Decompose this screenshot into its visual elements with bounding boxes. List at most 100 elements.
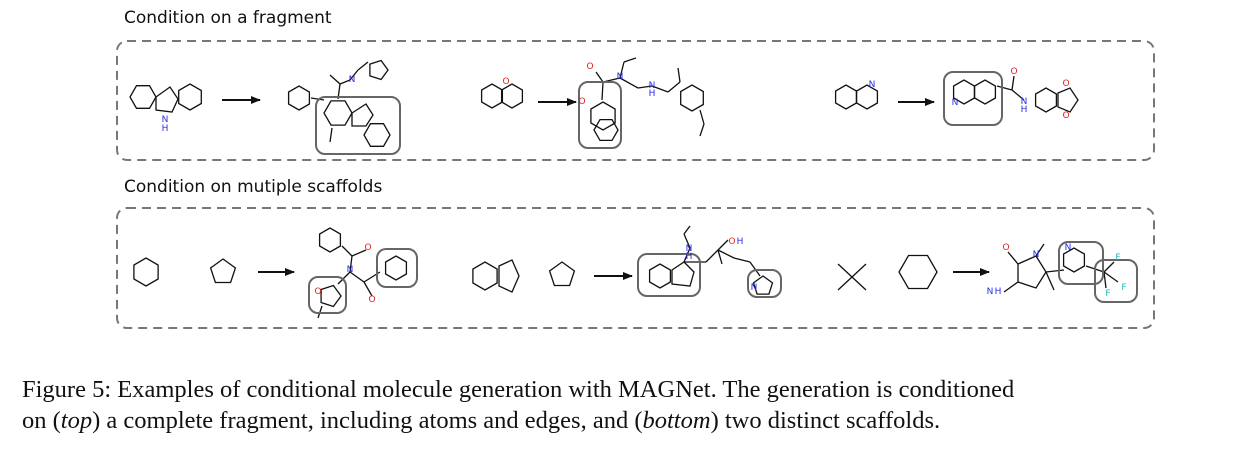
caption-top: top bbox=[60, 407, 93, 434]
bond bbox=[749, 261, 761, 277]
scaffold-highlight bbox=[1058, 241, 1104, 285]
atom-label: H bbox=[995, 287, 1002, 297]
bond bbox=[717, 249, 723, 265]
bond bbox=[1103, 271, 1119, 283]
top-panel-title: Condition on a fragment bbox=[124, 8, 332, 28]
dioxole-ring bbox=[1057, 87, 1079, 113]
cyclohexane-ring bbox=[898, 254, 938, 290]
atom-label: O bbox=[364, 243, 371, 253]
bond bbox=[341, 245, 353, 257]
pyrrole-ring bbox=[752, 275, 774, 295]
dihydropyridinone-ring bbox=[323, 100, 353, 126]
pyrrolidinone-ring bbox=[1017, 255, 1047, 289]
bond bbox=[1103, 271, 1107, 289]
scaffold-highlight bbox=[637, 253, 701, 297]
bond bbox=[329, 127, 333, 143]
atom-label: F bbox=[1105, 289, 1110, 299]
bond bbox=[705, 249, 719, 263]
bond bbox=[619, 77, 639, 89]
bond bbox=[623, 57, 637, 63]
atom-label: H bbox=[737, 237, 744, 247]
atom-label: O bbox=[1002, 243, 1009, 253]
atom-label: H bbox=[649, 89, 656, 99]
caption-text-2b: ) a complete fragment, including atoms a… bbox=[92, 407, 643, 434]
imidazole-ring bbox=[155, 86, 179, 113]
bond bbox=[1011, 89, 1025, 101]
caption-line-2: on (top) a complete fragment, including … bbox=[22, 405, 1234, 436]
atom-label: H bbox=[162, 124, 169, 134]
bond bbox=[1035, 243, 1045, 257]
pyrrole-ring bbox=[369, 59, 389, 81]
bottom-panel-title: Condition on mutiple scaffolds bbox=[124, 177, 383, 197]
benzene-ring bbox=[680, 84, 704, 112]
cyclopentane-ring bbox=[498, 259, 520, 293]
neopentane-bond bbox=[837, 263, 867, 291]
bond bbox=[677, 67, 681, 83]
cyclohexane-ring bbox=[472, 261, 498, 291]
atom-label: N bbox=[1065, 243, 1072, 253]
pyridine-ring bbox=[855, 84, 879, 110]
bond bbox=[349, 255, 353, 273]
atom-label: H bbox=[686, 252, 693, 262]
pyridine-ring bbox=[973, 79, 997, 105]
atom-label: O bbox=[1062, 111, 1069, 121]
piperidine-ring bbox=[178, 83, 202, 111]
benzene-ring bbox=[648, 263, 672, 289]
atom-label: N bbox=[617, 72, 624, 82]
bond bbox=[357, 61, 369, 71]
atom-label: O bbox=[586, 62, 593, 72]
bond bbox=[339, 79, 351, 85]
cyclopentane-ring bbox=[548, 261, 576, 287]
bond bbox=[717, 239, 729, 251]
bond bbox=[1045, 271, 1055, 291]
cyclohexane-ring bbox=[133, 257, 159, 287]
atom-label: O bbox=[728, 237, 735, 247]
bond bbox=[1003, 281, 1019, 293]
bond bbox=[601, 81, 604, 101]
cyclopentane-ring bbox=[209, 258, 237, 284]
caption-label: Figure 5: bbox=[22, 376, 112, 403]
top-panel-frame bbox=[116, 40, 1155, 161]
scaffold-highlight bbox=[943, 71, 1003, 126]
phenyl-ring bbox=[287, 85, 311, 111]
caption-line-1: Figure 5: Examples of conditional molecu… bbox=[22, 374, 1234, 405]
atom-label: O bbox=[314, 287, 321, 297]
bond bbox=[1045, 269, 1065, 273]
atom-label: O bbox=[1010, 67, 1017, 77]
atom-label: N bbox=[952, 98, 959, 108]
bond bbox=[699, 109, 705, 125]
pyran-ring bbox=[500, 83, 524, 109]
scaffold-highlight bbox=[747, 269, 782, 298]
cyclopentane-ring bbox=[671, 261, 695, 287]
bond bbox=[1007, 251, 1019, 265]
phenyl-ring bbox=[384, 255, 408, 281]
atom-label: N bbox=[349, 75, 356, 85]
bond bbox=[717, 249, 735, 259]
atom-label: F bbox=[1121, 283, 1126, 293]
atom-label: N bbox=[1033, 250, 1040, 260]
bond bbox=[337, 271, 351, 285]
atom-label: N bbox=[162, 115, 169, 125]
bond bbox=[996, 85, 1013, 91]
scaffold-highlight bbox=[315, 96, 401, 155]
atom-label: N bbox=[1021, 97, 1028, 107]
scaffold-highlight bbox=[578, 81, 622, 149]
atom-label: N bbox=[686, 244, 693, 254]
bond bbox=[667, 81, 681, 93]
bond bbox=[619, 61, 625, 79]
imidazole-ring bbox=[351, 103, 374, 127]
caption-bottom: bottom bbox=[642, 407, 711, 434]
atom-label: N bbox=[649, 81, 656, 91]
atom-label: H bbox=[1021, 105, 1028, 115]
bond bbox=[349, 271, 365, 283]
bond bbox=[683, 225, 691, 235]
benzene-ring bbox=[480, 83, 504, 109]
bond bbox=[733, 257, 751, 263]
atom-label: N bbox=[751, 283, 758, 293]
caption-text-1: Examples of conditional molecule generat… bbox=[117, 376, 1015, 403]
pyridine-ring bbox=[1062, 247, 1086, 273]
atom-label: O bbox=[1062, 79, 1069, 89]
bond bbox=[310, 97, 325, 101]
